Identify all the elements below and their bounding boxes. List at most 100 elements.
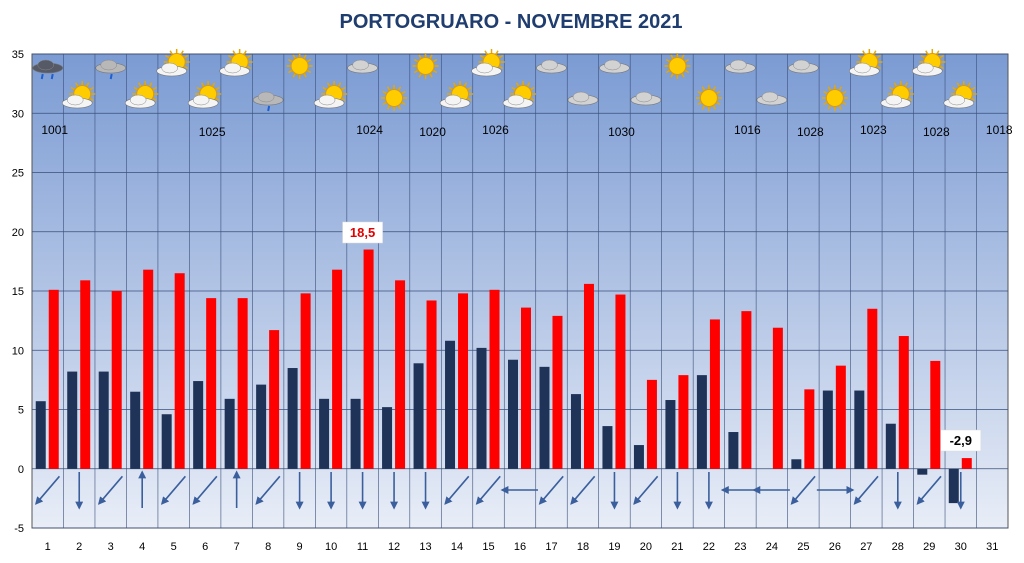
- sun-ray: [152, 97, 157, 102]
- cloud-part: [444, 94, 462, 106]
- sun-ray: [322, 86, 327, 91]
- sun-ray: [670, 73, 674, 78]
- sun-ray: [70, 86, 75, 91]
- wind-arrow: [192, 475, 218, 505]
- bar-min: [665, 400, 676, 469]
- sun-ray: [823, 101, 828, 106]
- cloud-icon: [756, 91, 788, 106]
- rain-drop: [109, 73, 113, 80]
- sun-ray: [893, 82, 897, 87]
- sun-ray: [247, 65, 252, 70]
- partly-cloudy-icon: [471, 49, 505, 77]
- partly-cloudy-icon: [439, 81, 474, 109]
- cloud-part: [129, 94, 147, 106]
- sun-ray: [971, 97, 976, 102]
- sun-ray: [498, 54, 504, 59]
- sun-icon: [286, 53, 313, 79]
- cloud-part: [318, 94, 336, 106]
- cloud-part: [541, 59, 558, 71]
- annotation-label: 18,5: [350, 225, 375, 240]
- sun-disc: [290, 57, 309, 75]
- sun-ray: [967, 82, 971, 87]
- partly-cloudy-icon: [61, 81, 96, 109]
- bar-min: [948, 468, 959, 504]
- sun-ray: [495, 50, 499, 55]
- sun-ray: [530, 86, 535, 91]
- sun-ray: [827, 86, 831, 91]
- sun-ray: [432, 69, 438, 74]
- cloud-part: [161, 62, 178, 74]
- bar-max: [363, 249, 374, 469]
- pressure-label: 1028: [797, 125, 824, 139]
- sun-ray: [697, 101, 702, 106]
- sun-ray: [429, 54, 433, 59]
- bar-min: [445, 340, 456, 469]
- sun-ray: [823, 90, 828, 95]
- bar-max: [206, 298, 217, 469]
- wind-arrow: [160, 475, 186, 505]
- sun-ray: [337, 82, 342, 87]
- x-tick-label: 5: [171, 541, 177, 553]
- bar-max: [898, 336, 909, 469]
- bar-max: [583, 283, 594, 469]
- bar-min: [98, 371, 109, 469]
- sun-ray: [842, 90, 847, 95]
- bar-min: [539, 366, 550, 469]
- pressure-label: 1024: [356, 123, 383, 137]
- bar-min: [602, 426, 613, 469]
- bar-min: [350, 398, 361, 469]
- gridlines: [32, 53, 1008, 529]
- sun-ray: [511, 86, 516, 91]
- sun-ray: [467, 86, 472, 91]
- sun-ray: [152, 86, 157, 91]
- sun-icon: [821, 85, 848, 111]
- x-tick-label: 27: [860, 541, 872, 553]
- y-tick-label: 10: [12, 345, 24, 357]
- sun-ray: [133, 86, 138, 91]
- sun-ray: [925, 50, 929, 55]
- y-tick-label: 15: [12, 286, 24, 298]
- sun-ray: [526, 82, 531, 87]
- x-tick-label: 11: [357, 541, 368, 553]
- bar-max: [835, 365, 846, 469]
- partly-cloudy-icon: [502, 81, 536, 109]
- wind-arrow: [35, 475, 61, 505]
- bar-max: [237, 298, 248, 469]
- sun-ray: [939, 54, 944, 59]
- sun-ray: [215, 86, 220, 91]
- cloud-part: [100, 59, 117, 71]
- bar-max: [332, 269, 343, 469]
- pressure-label: 1026: [482, 123, 509, 137]
- x-tick-label: 7: [234, 541, 240, 553]
- sun-ray: [936, 50, 940, 55]
- bar-min: [917, 468, 928, 475]
- x-tick-label: 23: [734, 541, 746, 553]
- bar-max: [395, 280, 406, 469]
- cloud-part: [761, 91, 779, 103]
- sun-ray: [701, 86, 706, 91]
- rain-drop: [267, 105, 271, 112]
- bar-min: [224, 398, 235, 469]
- bar-min: [35, 401, 46, 469]
- pressure-labels: 1001 1025 1024 1020 1026 1030 1016 1028 1023 1028…: [41, 123, 1013, 139]
- sun-ray: [920, 54, 925, 59]
- sun-ray: [232, 50, 236, 55]
- rain-cloud-icon: [252, 91, 284, 112]
- bar-max: [678, 375, 689, 469]
- annotation-label: -2,9: [950, 433, 972, 448]
- sun-ray: [228, 54, 233, 59]
- pressure-label: 1023: [860, 123, 887, 137]
- bar-max: [143, 269, 154, 469]
- x-tick-label: 24: [766, 541, 778, 553]
- bar-min: [728, 432, 739, 469]
- sun-ray: [697, 90, 702, 95]
- sun-ray: [418, 73, 422, 78]
- sun-ray: [971, 86, 976, 91]
- x-tick-label: 18: [577, 541, 589, 553]
- bar-max: [646, 379, 657, 469]
- x-tick-label: 10: [325, 541, 337, 553]
- sun-ray: [939, 65, 944, 70]
- y-tick-label: 30: [12, 108, 24, 120]
- sun-ray: [712, 105, 717, 110]
